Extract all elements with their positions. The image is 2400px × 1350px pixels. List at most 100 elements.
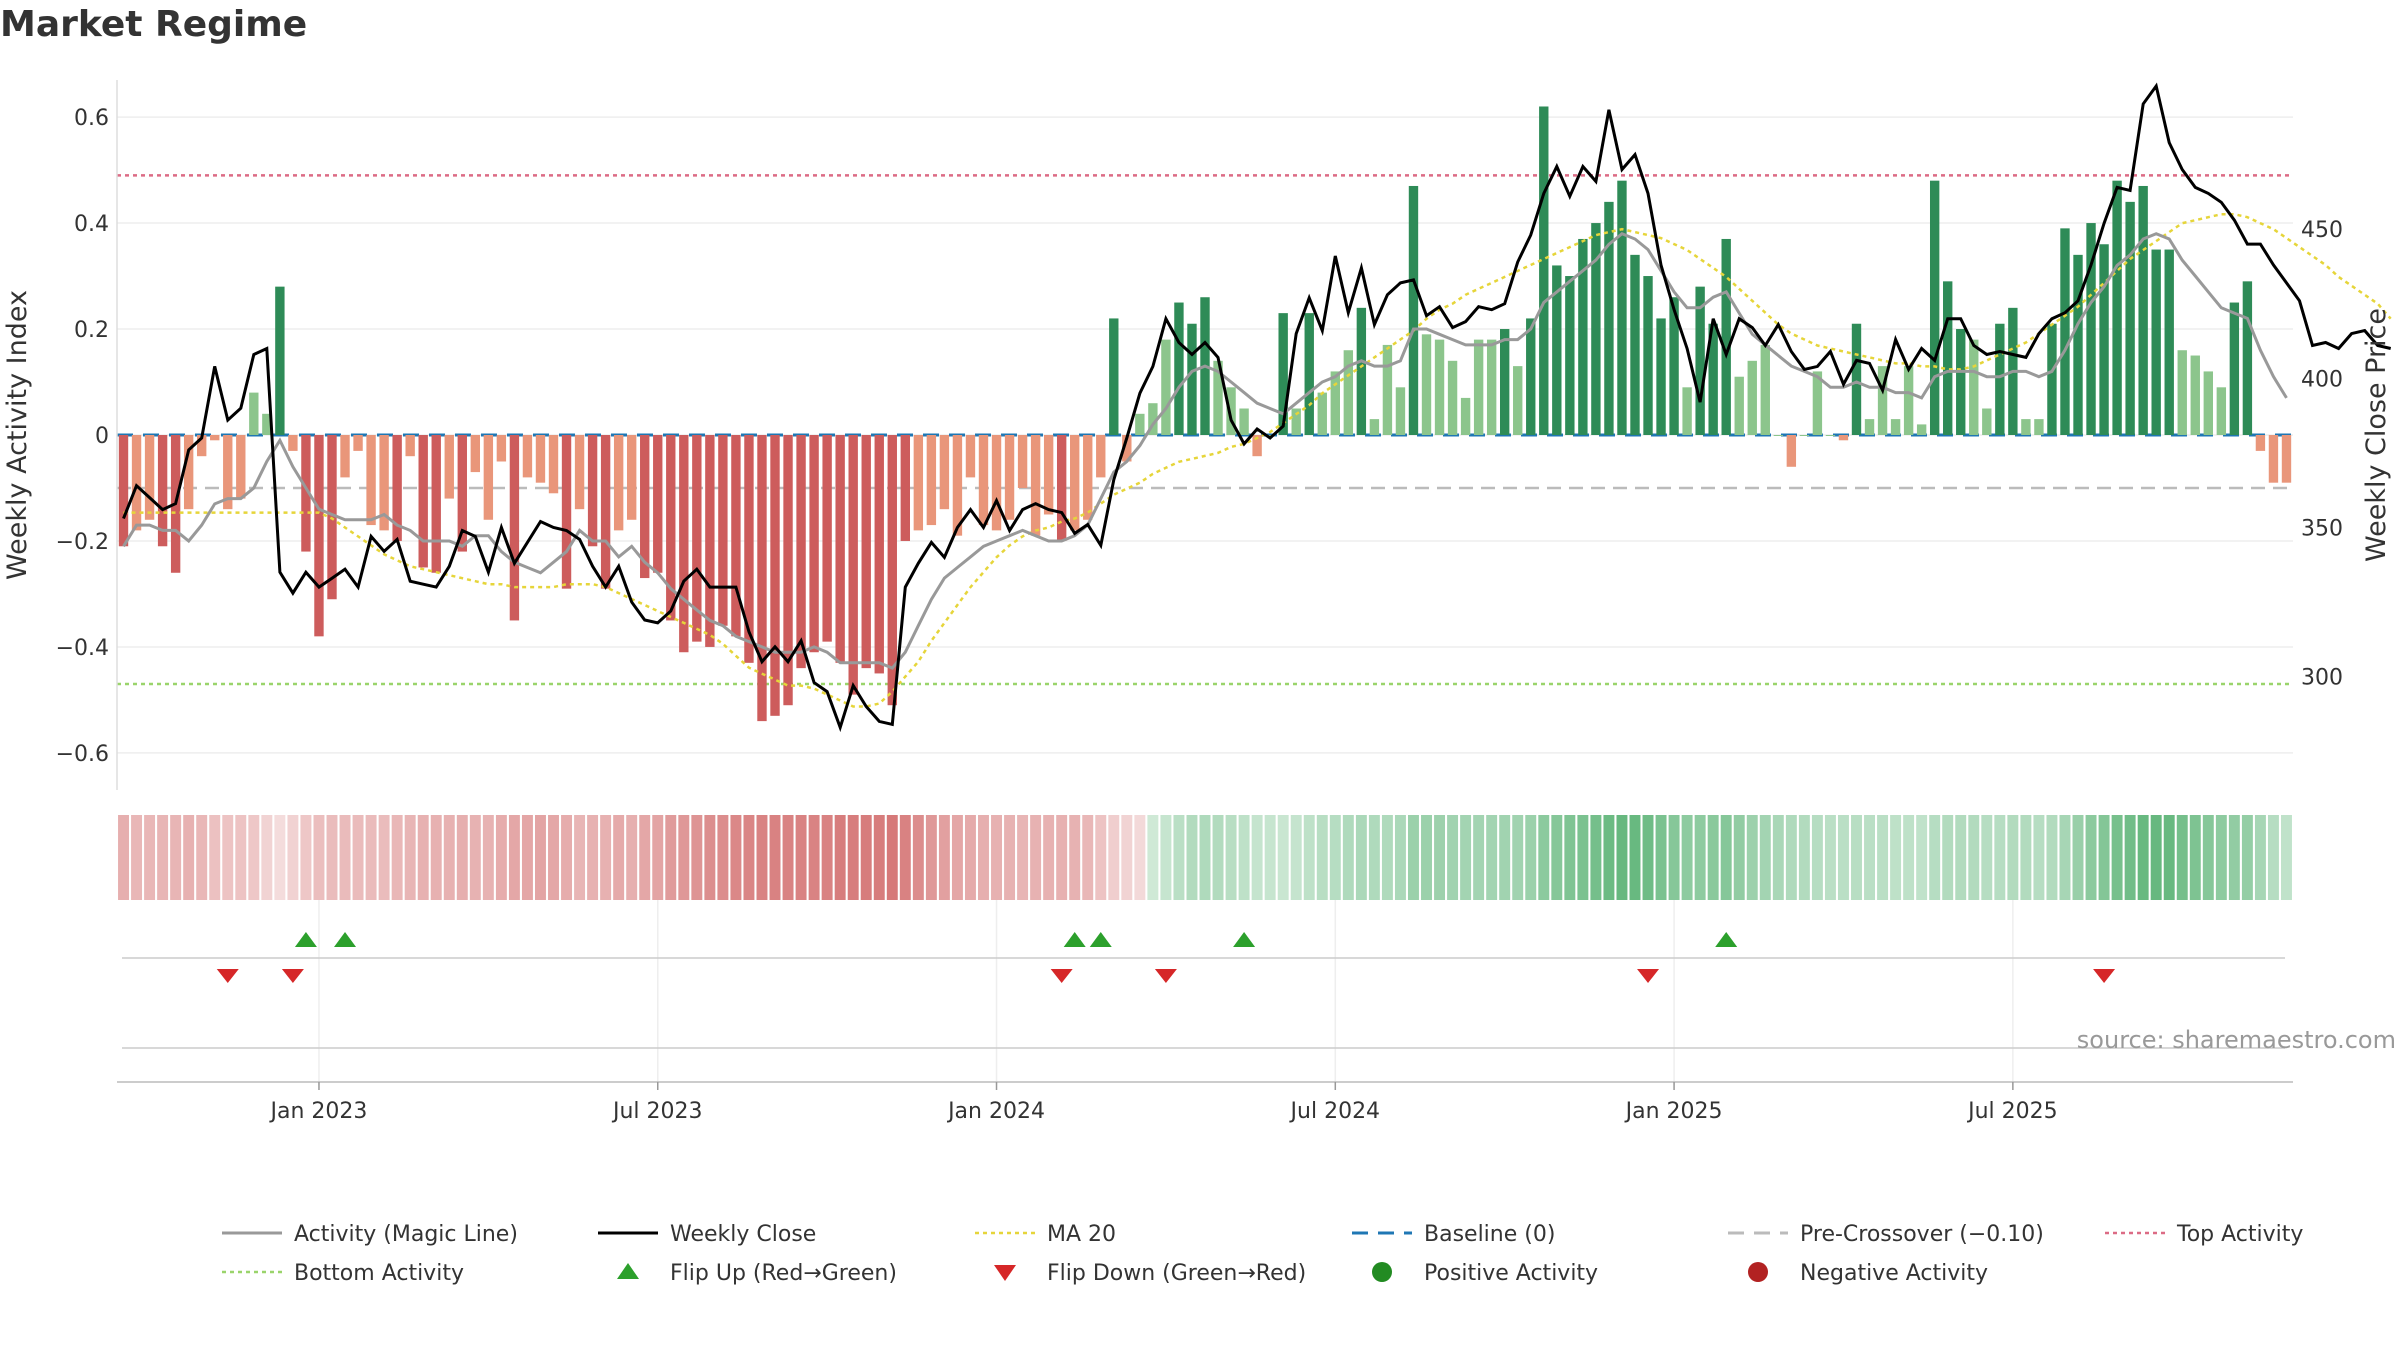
regime-cell (1759, 815, 1771, 900)
activity-bar (2034, 419, 2044, 435)
legend-label: MA 20 (1047, 1222, 1116, 1247)
regime-cell (730, 815, 742, 900)
activity-bar (2021, 419, 2031, 435)
activity-bar (939, 435, 950, 510)
legend-label: Flip Up (Red→Green) (670, 1261, 897, 1286)
regime-cell (1968, 815, 1980, 900)
activity-bar (1708, 323, 1718, 435)
regime-cell (886, 815, 898, 900)
regime-cell (665, 815, 677, 900)
activity-bar (118, 435, 129, 547)
legend-label: Negative Activity (1800, 1261, 1988, 1286)
regime-cell (1160, 815, 1172, 900)
activity-bar (457, 435, 467, 552)
regime-cell (339, 815, 351, 900)
activity-bar (574, 435, 585, 510)
legend: Activity (Magic Line) Weekly Close MA 20 Ba… (222, 1222, 2303, 1286)
activity-bar (1265, 435, 1275, 436)
activity-bar (653, 435, 663, 573)
activity-bar (2216, 387, 2227, 435)
timeline-axis: Jan 2023 Jul 2023 Jan 2024 Jul 2024 Jan 2025… (117, 1047, 2293, 1124)
regime-cell (417, 815, 429, 900)
activity-bar (2151, 249, 2161, 435)
y-left-tick-label: −0.4 (56, 636, 109, 661)
regime-cell (1642, 815, 1654, 900)
regime-cell (991, 815, 1002, 900)
activity-bar (405, 435, 415, 457)
activity-bar (640, 435, 650, 579)
legend-swatch (617, 1263, 639, 1279)
legend-swatch (994, 1265, 1016, 1281)
activity-bar (1004, 435, 1015, 520)
activity-bar (1017, 435, 1028, 488)
regime-cell (1994, 815, 2006, 900)
activity-bar (1070, 435, 1080, 531)
regime-cell (2267, 815, 2279, 900)
activity-bar (2190, 355, 2200, 435)
activity-bar (2177, 350, 2187, 435)
activity-bar (1343, 350, 1354, 435)
regime-cell (1225, 815, 1237, 900)
activity-bar (731, 435, 741, 637)
activity-bar (483, 435, 494, 520)
activity-bar (1148, 403, 1158, 435)
activity-bar (1513, 366, 1523, 435)
activity-bar (548, 435, 559, 494)
activity-bar (1447, 360, 1458, 435)
regime-cell (157, 815, 169, 900)
activity-bar (1499, 329, 1510, 435)
activity-bar (1539, 106, 1549, 435)
activity-bar (1382, 344, 1393, 435)
activity-bar (249, 392, 259, 435)
flip-down-marker (281, 969, 304, 983)
activity-bar (353, 435, 363, 451)
regime-cell (1525, 815, 1537, 900)
regime-cell (1707, 815, 1719, 900)
activity-bar (757, 435, 767, 722)
regime-cell (1056, 815, 1068, 900)
activity-bar (1317, 392, 1327, 435)
activity-bar (1786, 435, 1797, 467)
activity-bar (965, 435, 976, 478)
activity-bar (1916, 424, 1927, 435)
y-left-axis-title: Weekly Activity Index (2, 290, 33, 580)
activity-bar (835, 435, 845, 663)
regime-cell (1616, 815, 1628, 900)
x-tick-label: Jan 2023 (269, 1099, 368, 1124)
regime-cell (2202, 815, 2214, 900)
activity-bar (718, 435, 728, 626)
regime-cell (912, 815, 924, 900)
activity-bar (1656, 318, 1666, 435)
legend-item: Bottom Activity (222, 1261, 464, 1286)
flip-up-marker (334, 932, 357, 947)
y-right-tick-label: 350 (2301, 516, 2343, 541)
activity-bar (874, 435, 884, 674)
activity-bar (340, 435, 350, 478)
regime-cell (548, 815, 559, 900)
activity-bar (978, 435, 989, 526)
regime-cell (2007, 815, 2019, 900)
activity-bar (1682, 387, 1692, 435)
activity-bar (1799, 435, 1810, 436)
activity-bar (796, 435, 806, 669)
legend-swatch (1748, 1262, 1768, 1282)
activity-bar (1252, 435, 1262, 457)
activity-bar (1226, 387, 1236, 435)
flip-down-marker (1154, 969, 1177, 983)
activity-bar (1083, 435, 1093, 520)
regime-cell (1238, 815, 1250, 900)
regime-cell (1538, 815, 1550, 900)
activity-bar (1187, 323, 1197, 435)
activity-bar (131, 435, 142, 531)
regime-cell (274, 815, 286, 900)
regime-cell (1798, 815, 1810, 900)
activity-bar (926, 435, 937, 526)
regime-cell (235, 815, 247, 900)
regime-cell (2111, 815, 2123, 900)
activity-bar (275, 286, 285, 435)
regime-cell (1421, 815, 1432, 900)
activity-bar (431, 435, 441, 573)
source-label: source: sharemaestro.com (2077, 1026, 2396, 1054)
regime-cell (2163, 815, 2175, 900)
activity-bar (705, 435, 715, 647)
